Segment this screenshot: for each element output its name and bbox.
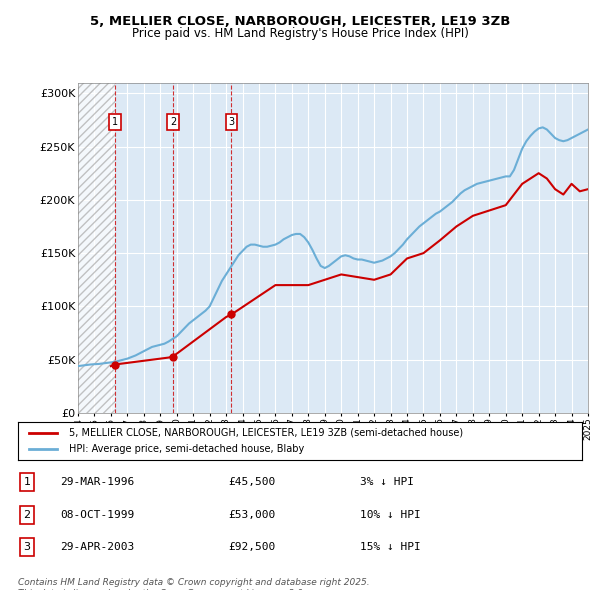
- Text: 10% ↓ HPI: 10% ↓ HPI: [360, 510, 421, 520]
- Text: 08-OCT-1999: 08-OCT-1999: [60, 510, 134, 520]
- Text: 1: 1: [23, 477, 31, 487]
- Text: HPI: Average price, semi-detached house, Blaby: HPI: Average price, semi-detached house,…: [69, 444, 304, 454]
- Text: Contains HM Land Registry data © Crown copyright and database right 2025.
This d: Contains HM Land Registry data © Crown c…: [18, 578, 370, 590]
- Text: £92,500: £92,500: [228, 542, 275, 552]
- Text: 3% ↓ HPI: 3% ↓ HPI: [360, 477, 414, 487]
- Text: 1: 1: [112, 117, 118, 127]
- Text: £53,000: £53,000: [228, 510, 275, 520]
- Text: 5, MELLIER CLOSE, NARBOROUGH, LEICESTER, LE19 3ZB (semi-detached house): 5, MELLIER CLOSE, NARBOROUGH, LEICESTER,…: [69, 428, 463, 438]
- Text: 3: 3: [229, 117, 235, 127]
- Text: 15% ↓ HPI: 15% ↓ HPI: [360, 542, 421, 552]
- Text: £45,500: £45,500: [228, 477, 275, 487]
- Text: 2: 2: [170, 117, 176, 127]
- Text: 29-MAR-1996: 29-MAR-1996: [60, 477, 134, 487]
- Text: 2: 2: [23, 510, 31, 520]
- Text: 5, MELLIER CLOSE, NARBOROUGH, LEICESTER, LE19 3ZB: 5, MELLIER CLOSE, NARBOROUGH, LEICESTER,…: [90, 15, 510, 28]
- Polygon shape: [78, 83, 115, 413]
- Text: 29-APR-2003: 29-APR-2003: [60, 542, 134, 552]
- Text: Price paid vs. HM Land Registry's House Price Index (HPI): Price paid vs. HM Land Registry's House …: [131, 27, 469, 40]
- Text: 3: 3: [23, 542, 31, 552]
